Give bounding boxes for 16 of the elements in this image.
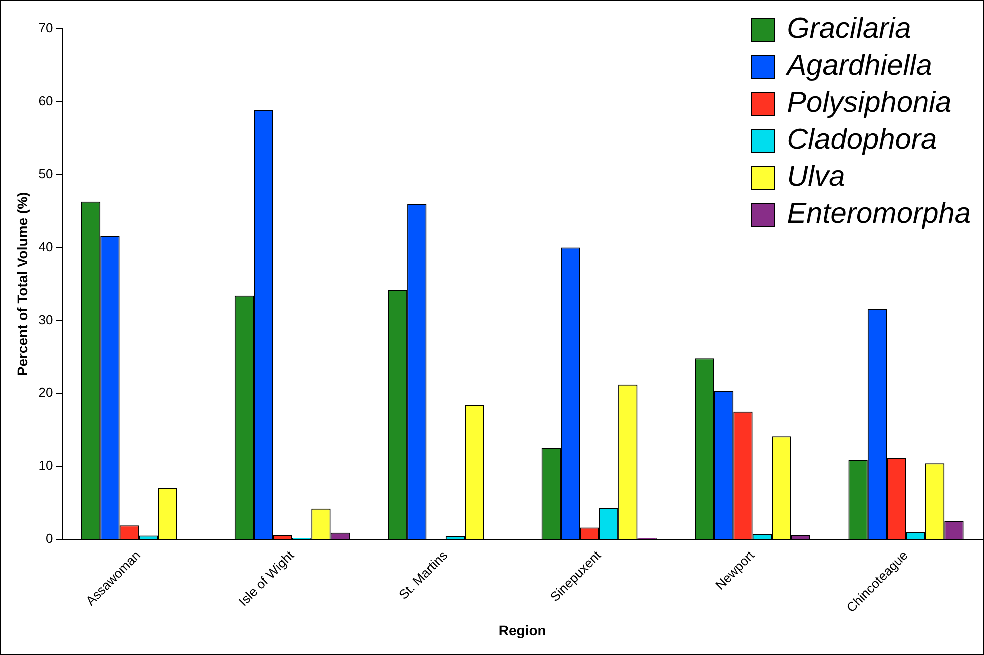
y-tick-label: 10 bbox=[38, 458, 54, 474]
legend-label: Agardhiella bbox=[787, 50, 932, 83]
legend-label: Gracilaria bbox=[787, 13, 912, 46]
x-axis-title: Region bbox=[498, 622, 546, 638]
legend-label: Cladophora bbox=[787, 124, 938, 157]
y-axis-title: Percent of Total Volume (%) bbox=[14, 192, 30, 376]
y-tick-label: 60 bbox=[38, 94, 54, 108]
legend-label: Ulva bbox=[787, 161, 846, 194]
y-tick-label: 30 bbox=[38, 312, 54, 328]
y-tick-label: 0 bbox=[46, 531, 54, 546]
y-tick-label: 40 bbox=[38, 239, 54, 254]
legend-label: Enteromorpha bbox=[787, 198, 971, 231]
y-tick-label: 20 bbox=[38, 385, 54, 400]
y-tick-label: 50 bbox=[38, 166, 54, 182]
y-tick-label: 70 bbox=[38, 20, 54, 36]
legend-label: Polysiphonia bbox=[787, 87, 952, 120]
